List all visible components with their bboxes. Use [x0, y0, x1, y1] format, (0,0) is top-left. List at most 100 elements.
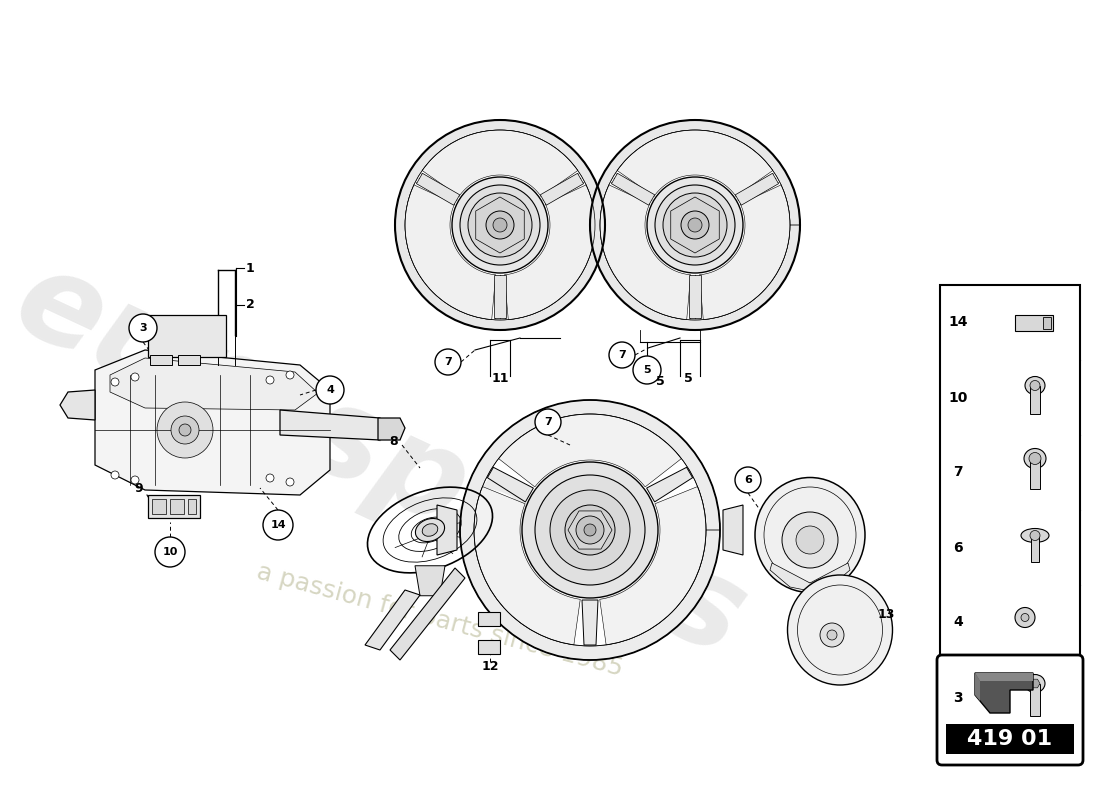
- Text: 7: 7: [544, 417, 552, 427]
- Circle shape: [179, 424, 191, 436]
- Polygon shape: [437, 505, 456, 555]
- Circle shape: [663, 193, 727, 257]
- Circle shape: [286, 478, 294, 486]
- Text: 3: 3: [140, 323, 146, 333]
- Polygon shape: [494, 275, 506, 318]
- Polygon shape: [647, 467, 693, 502]
- Polygon shape: [110, 358, 318, 410]
- Text: 11: 11: [492, 372, 508, 385]
- Circle shape: [820, 623, 844, 647]
- Ellipse shape: [1025, 674, 1045, 693]
- Circle shape: [460, 185, 540, 265]
- Bar: [150, 355, 172, 365]
- Text: 13: 13: [878, 608, 895, 621]
- Circle shape: [1030, 381, 1040, 390]
- Polygon shape: [505, 185, 595, 320]
- Text: 4: 4: [953, 615, 962, 630]
- Circle shape: [522, 462, 658, 598]
- Polygon shape: [735, 174, 779, 205]
- Polygon shape: [498, 414, 681, 487]
- Circle shape: [550, 490, 630, 570]
- Circle shape: [782, 512, 838, 568]
- Polygon shape: [148, 495, 200, 518]
- Polygon shape: [476, 197, 525, 253]
- Bar: [1031, 535, 1040, 562]
- Circle shape: [157, 402, 213, 458]
- Polygon shape: [612, 174, 654, 205]
- Polygon shape: [365, 590, 420, 650]
- Text: 5: 5: [656, 375, 664, 388]
- Bar: [152, 499, 166, 514]
- Circle shape: [1030, 530, 1040, 541]
- Text: 9: 9: [134, 482, 143, 495]
- Ellipse shape: [1024, 449, 1046, 469]
- Polygon shape: [474, 486, 581, 645]
- Circle shape: [468, 193, 532, 257]
- Polygon shape: [975, 673, 1033, 681]
- Circle shape: [796, 526, 824, 554]
- Bar: [188, 499, 196, 514]
- Text: 3: 3: [954, 690, 962, 705]
- Ellipse shape: [422, 524, 438, 536]
- Circle shape: [1015, 607, 1035, 627]
- Circle shape: [735, 467, 761, 493]
- Ellipse shape: [1025, 377, 1045, 394]
- Text: 7: 7: [954, 466, 962, 479]
- Circle shape: [584, 524, 596, 536]
- Circle shape: [155, 537, 185, 567]
- Circle shape: [535, 409, 561, 435]
- FancyBboxPatch shape: [937, 655, 1084, 765]
- Circle shape: [632, 356, 661, 384]
- Circle shape: [111, 378, 119, 386]
- Circle shape: [576, 516, 604, 544]
- Polygon shape: [1030, 679, 1040, 688]
- Text: 10: 10: [948, 390, 968, 405]
- Text: 5: 5: [683, 372, 692, 385]
- Circle shape: [316, 376, 344, 404]
- Bar: [946, 724, 1074, 754]
- Circle shape: [1021, 614, 1028, 622]
- Text: 14: 14: [271, 520, 286, 530]
- Polygon shape: [590, 120, 800, 330]
- Circle shape: [452, 177, 548, 273]
- Polygon shape: [723, 505, 743, 555]
- Circle shape: [129, 314, 157, 342]
- Bar: [940, 285, 1080, 735]
- Circle shape: [111, 471, 119, 479]
- Circle shape: [681, 211, 710, 239]
- Polygon shape: [487, 467, 534, 502]
- Circle shape: [266, 474, 274, 482]
- Circle shape: [654, 185, 735, 265]
- Circle shape: [535, 475, 645, 585]
- Text: 8: 8: [389, 435, 398, 448]
- Polygon shape: [582, 600, 598, 645]
- Circle shape: [170, 416, 199, 444]
- Polygon shape: [378, 418, 405, 440]
- Polygon shape: [975, 673, 1033, 713]
- Circle shape: [266, 376, 274, 384]
- Bar: [148, 315, 225, 357]
- Polygon shape: [395, 120, 605, 330]
- Polygon shape: [60, 390, 95, 420]
- Text: 10: 10: [163, 547, 178, 557]
- Text: 14: 14: [948, 315, 968, 330]
- Text: 1: 1: [246, 262, 255, 274]
- Bar: [1030, 386, 1040, 414]
- Polygon shape: [417, 174, 460, 205]
- Text: 4: 4: [326, 385, 334, 395]
- Bar: [478, 612, 500, 626]
- Circle shape: [827, 630, 837, 640]
- Polygon shape: [600, 486, 706, 645]
- Bar: [1030, 458, 1040, 489]
- Polygon shape: [617, 130, 773, 196]
- Bar: [478, 640, 500, 654]
- Bar: [1030, 683, 1040, 715]
- Text: 7: 7: [618, 350, 626, 360]
- Circle shape: [688, 218, 702, 232]
- Polygon shape: [689, 275, 701, 318]
- Circle shape: [263, 510, 293, 540]
- Polygon shape: [415, 566, 446, 596]
- Polygon shape: [975, 673, 980, 701]
- Polygon shape: [422, 130, 578, 196]
- Circle shape: [434, 349, 461, 375]
